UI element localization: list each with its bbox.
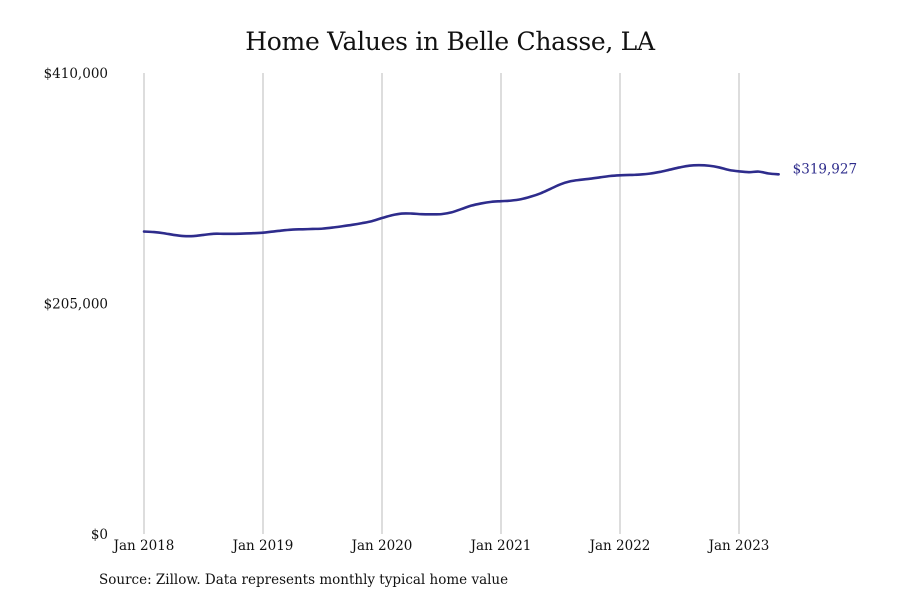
series-layer [142,163,780,238]
chart-title: Home Values in Belle Chasse, LA [245,27,655,56]
x-tick-label-5: Jan 2023 [707,538,770,554]
y-tick-label-0: $0 [91,527,108,543]
x-axis-ticks: Jan 2018 Jan 2019 Jan 2020 Jan 2021 Jan 2022… [112,538,770,554]
x-tick-label-2: Jan 2020 [350,538,413,554]
gridlines [143,73,740,534]
x-tick-label-0: Jan 2018 [112,538,175,554]
series-line-0 [142,163,780,238]
end-label-layer: $319,927 [793,161,857,177]
x-tick-label-4: Jan 2022 [588,538,651,554]
y-tick-label-2: $410,000 [44,66,108,82]
y-tick-label-1: $205,000 [44,297,108,313]
x-tick-label-3: Jan 2021 [469,538,532,554]
end-value-label: $319,927 [793,161,857,177]
x-tick-label-1: Jan 2019 [231,538,294,554]
source-note: Source: Zillow. Data represents monthly … [99,572,509,588]
y-axis-ticks: $0 $205,000 $410,000 [44,66,108,543]
